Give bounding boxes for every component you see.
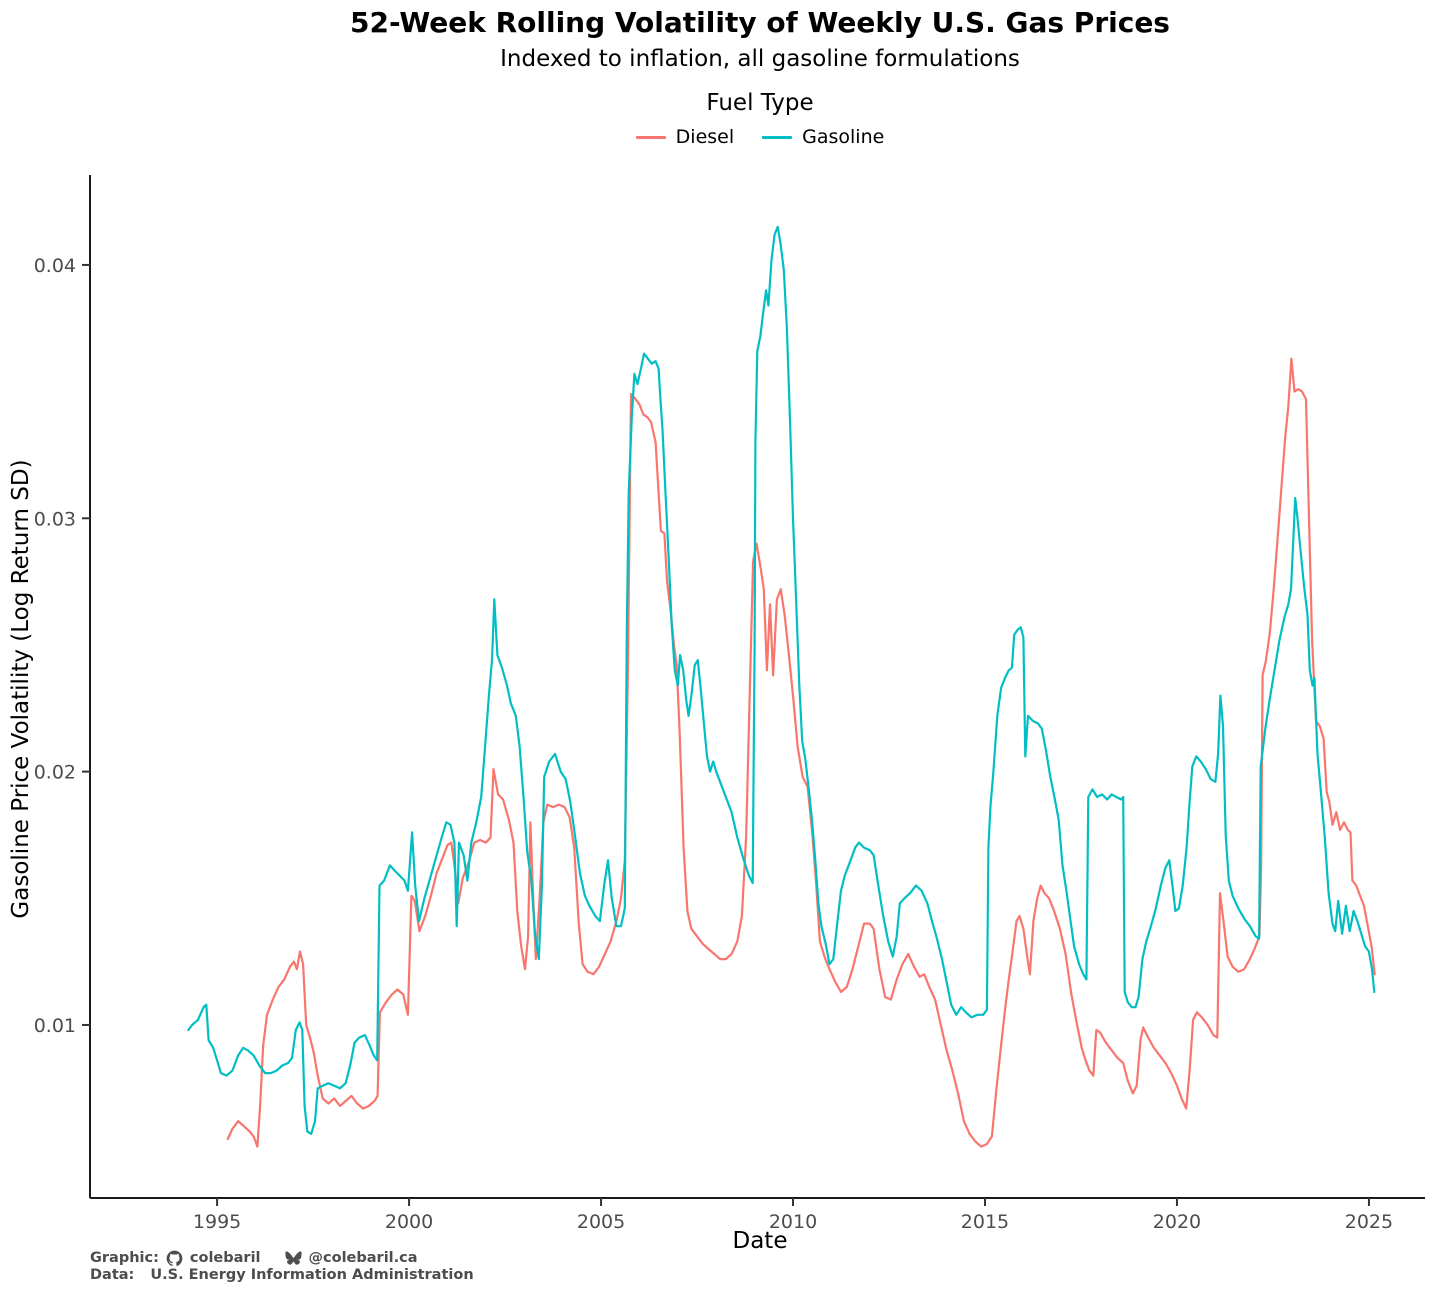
series-line-diesel [226,357,1376,1148]
diesel-key-line [635,135,666,139]
x-tick-label: 2010 [769,1211,817,1233]
x-tick-label: 2020 [1153,1211,1201,1233]
legend: Diesel Gasoline [80,126,1440,148]
x-tick-label: 1995 [193,1211,241,1233]
butterfly-icon [284,1250,302,1267]
legend-label-diesel: Diesel [675,126,735,148]
y-tick-label: 0.01 [34,1015,76,1037]
series-line-gasoline [187,225,1376,1136]
chart-subtitle: Indexed to inflation, all gasoline formu… [500,46,1020,72]
x-axis-title: Date [732,1228,788,1254]
x-tick-label: 2015 [961,1211,1009,1233]
x-tick-label: 2025 [1345,1211,1393,1233]
footer-caption: Graphic: colebaril @colebaril.ca Data: U… [90,1250,474,1284]
bluesky-handle: @colebaril.ca [308,1250,418,1266]
github-handle: colebaril [189,1250,261,1266]
data-source: U.S. Energy Information Administration [150,1267,474,1283]
chart-title: 52-Week Rolling Volatility of Weekly U.S… [350,6,1170,39]
github-icon [166,1250,183,1267]
legend-item-diesel: Diesel [635,126,735,148]
y-tick-label: 0.03 [34,508,76,530]
legend-item-gasoline: Gasoline [762,126,884,148]
gasoline-key-line [762,135,793,139]
footer-graphic-row: Graphic: colebaril @colebaril.ca [90,1250,474,1267]
legend-title: Fuel Type [706,90,814,116]
data-label: Data: [90,1267,135,1283]
y-axis-title: Gasoline Price Volatility (Log Return SD… [8,459,34,919]
y-tick-label: 0.02 [34,762,76,784]
legend-label-gasoline: Gasoline [802,126,885,148]
x-tick-label: 2000 [385,1211,433,1233]
y-tick-label: 0.04 [34,255,76,277]
x-tick-label: 2005 [577,1211,625,1233]
footer-data-row: Data: U.S. Energy Information Administra… [90,1267,474,1284]
graphic-label: Graphic: [90,1250,159,1266]
